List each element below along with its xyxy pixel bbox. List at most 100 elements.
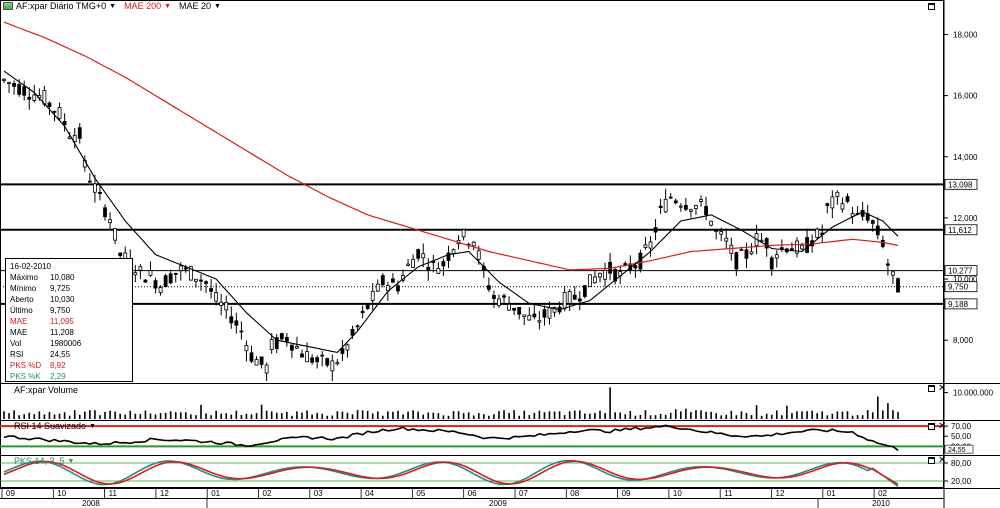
rsi-tick-label: 50,00 <box>951 432 972 441</box>
candle-body <box>582 285 587 297</box>
month-label: 01 <box>211 489 220 498</box>
candle-body <box>896 278 900 293</box>
volume-tick-label: 10.000.000 <box>953 389 994 398</box>
volume-pane-title[interactable]: AF:xpar Volume <box>14 385 78 395</box>
candle-body <box>678 205 683 208</box>
candle-body <box>188 266 193 281</box>
candle-body <box>532 313 537 318</box>
candle-body <box>173 272 178 275</box>
pks-pane-title[interactable]: PKS 14, 3, 5 ▼ <box>14 456 74 466</box>
candle-body <box>345 344 350 351</box>
chevron-down-icon: ▼ <box>109 2 117 10</box>
rsi-close-icon[interactable]: ✕ <box>938 421 947 432</box>
chevron-down-icon: ▼ <box>164 2 172 10</box>
candle-body <box>214 292 219 302</box>
candle-body <box>593 276 597 284</box>
year-label: 2009 <box>489 499 507 508</box>
candle-body <box>360 310 365 314</box>
candle-body <box>426 266 431 271</box>
price-tick-label: 8,000 <box>953 336 974 345</box>
candle-body <box>522 314 527 318</box>
month-label: 12 <box>160 489 169 498</box>
price-tick-label: 12,000 <box>953 214 978 223</box>
indicator-toolbar: AF:xpar Diário TMG+0 ▼ MAE 200 ▼ MAE 20 … <box>0 0 221 12</box>
candle-body <box>330 360 335 372</box>
data-row-label: Máximo <box>10 273 39 282</box>
level-label: 13,098 <box>948 180 973 189</box>
candle-body <box>683 204 688 210</box>
chart-icon <box>3 2 13 10</box>
volume-close-icon[interactable]: ✕ <box>938 383 947 394</box>
data-row: RSI 24,55 <box>10 349 128 360</box>
chevron-down-icon: ▼ <box>67 457 75 465</box>
mae20-selector[interactable]: MAE 20 ▼ <box>179 1 221 11</box>
year-label: 2010 <box>872 499 890 508</box>
candle-body <box>47 102 52 108</box>
candle-body <box>113 228 118 241</box>
candle-body <box>729 244 734 254</box>
candle-body <box>411 258 416 268</box>
candle-body <box>764 238 769 249</box>
month-label: 06 <box>468 489 477 498</box>
mae20-label: MAE 20 <box>179 1 212 11</box>
data-row: MAE 11,208 <box>10 327 128 338</box>
candle-body <box>153 280 158 289</box>
pks-close-icon[interactable]: ✕ <box>938 455 947 466</box>
candle-body <box>805 237 809 253</box>
rsi-pane-title[interactable]: RSI 14 Suavizado ▼ <box>14 421 96 431</box>
data-row: MAE 11,095 <box>10 316 128 327</box>
month-label: 01 <box>827 489 836 498</box>
candle-body <box>623 263 628 266</box>
candle-body <box>224 302 229 311</box>
volume-maximize-button[interactable] <box>928 385 935 392</box>
candle-body <box>259 356 264 365</box>
candle-body <box>118 252 123 256</box>
data-row-label: Vol <box>10 339 22 348</box>
data-row-value: 8,92 <box>50 361 66 370</box>
data-row-value: 10,080 <box>50 273 75 282</box>
candle-body <box>603 269 607 280</box>
candle-body <box>204 281 208 284</box>
candle-body <box>279 333 284 340</box>
level-label-box <box>944 224 978 236</box>
candle-body <box>446 252 451 261</box>
level-label: 9,188 <box>948 300 969 309</box>
symbol-selector[interactable]: AF:xpar Diário TMG+0 ▼ <box>3 1 116 11</box>
volume-title: AF:xpar Volume <box>14 385 79 395</box>
pks-maximize-button[interactable] <box>928 457 935 464</box>
candle-body <box>633 265 638 269</box>
main-maximize-button[interactable] <box>928 3 935 10</box>
price-tick-label: 14,000 <box>953 153 978 162</box>
rsi-value-box <box>944 444 974 454</box>
month-label: 12 <box>776 489 785 498</box>
candle-body <box>284 336 289 342</box>
candle-body <box>310 357 315 363</box>
candle-body <box>289 344 294 351</box>
data-row-label: Último <box>10 306 33 315</box>
candle-body <box>391 278 395 283</box>
candle-body <box>648 241 653 249</box>
data-row-value: 24,55 <box>50 350 71 359</box>
candle-body <box>183 267 188 270</box>
candle-body <box>340 348 345 354</box>
candle-body <box>825 203 830 206</box>
data-row: Último 9,750 <box>10 305 128 316</box>
pks-tick-label: 80,00 <box>951 459 972 468</box>
candle-body <box>178 265 183 272</box>
candle-body <box>769 257 774 270</box>
data-row-label: Mínimo <box>10 284 37 293</box>
data-row-value: 9,750 <box>50 306 71 315</box>
mae200-selector[interactable]: MAE 200 ▼ <box>124 1 171 11</box>
candle-body <box>52 110 57 113</box>
candle-body <box>72 134 77 142</box>
candle-body <box>12 83 17 87</box>
candle-body <box>840 203 845 210</box>
candle-body <box>295 346 299 349</box>
data-row-value: 1980006 <box>50 339 82 348</box>
candle-body <box>194 278 198 282</box>
rsi-maximize-button[interactable] <box>928 423 935 430</box>
data-row-label: Aberto <box>10 295 34 304</box>
month-label: 11 <box>109 489 118 498</box>
